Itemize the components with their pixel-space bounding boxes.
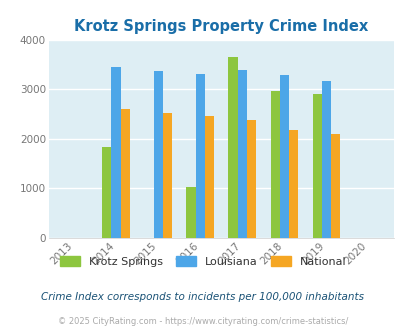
Bar xyxy=(111,67,120,238)
Bar xyxy=(237,70,246,238)
Bar xyxy=(153,71,162,238)
Text: Crime Index corresponds to incidents per 100,000 inhabitants: Crime Index corresponds to incidents per… xyxy=(41,292,364,302)
Bar xyxy=(120,109,130,238)
Bar xyxy=(288,130,298,238)
Bar xyxy=(102,147,111,238)
Title: Krotz Springs Property Crime Index: Krotz Springs Property Crime Index xyxy=(74,19,367,34)
Bar xyxy=(330,134,339,238)
Bar xyxy=(195,74,205,238)
Bar xyxy=(205,116,213,238)
Bar xyxy=(228,57,237,238)
Bar xyxy=(186,187,195,238)
Bar xyxy=(279,75,288,238)
Bar xyxy=(312,94,321,238)
Bar xyxy=(246,120,256,238)
Bar xyxy=(162,114,172,238)
Legend: Krotz Springs, Louisiana, National: Krotz Springs, Louisiana, National xyxy=(55,251,350,271)
Bar xyxy=(270,91,279,238)
Text: © 2025 CityRating.com - https://www.cityrating.com/crime-statistics/: © 2025 CityRating.com - https://www.city… xyxy=(58,317,347,326)
Bar xyxy=(321,81,330,238)
